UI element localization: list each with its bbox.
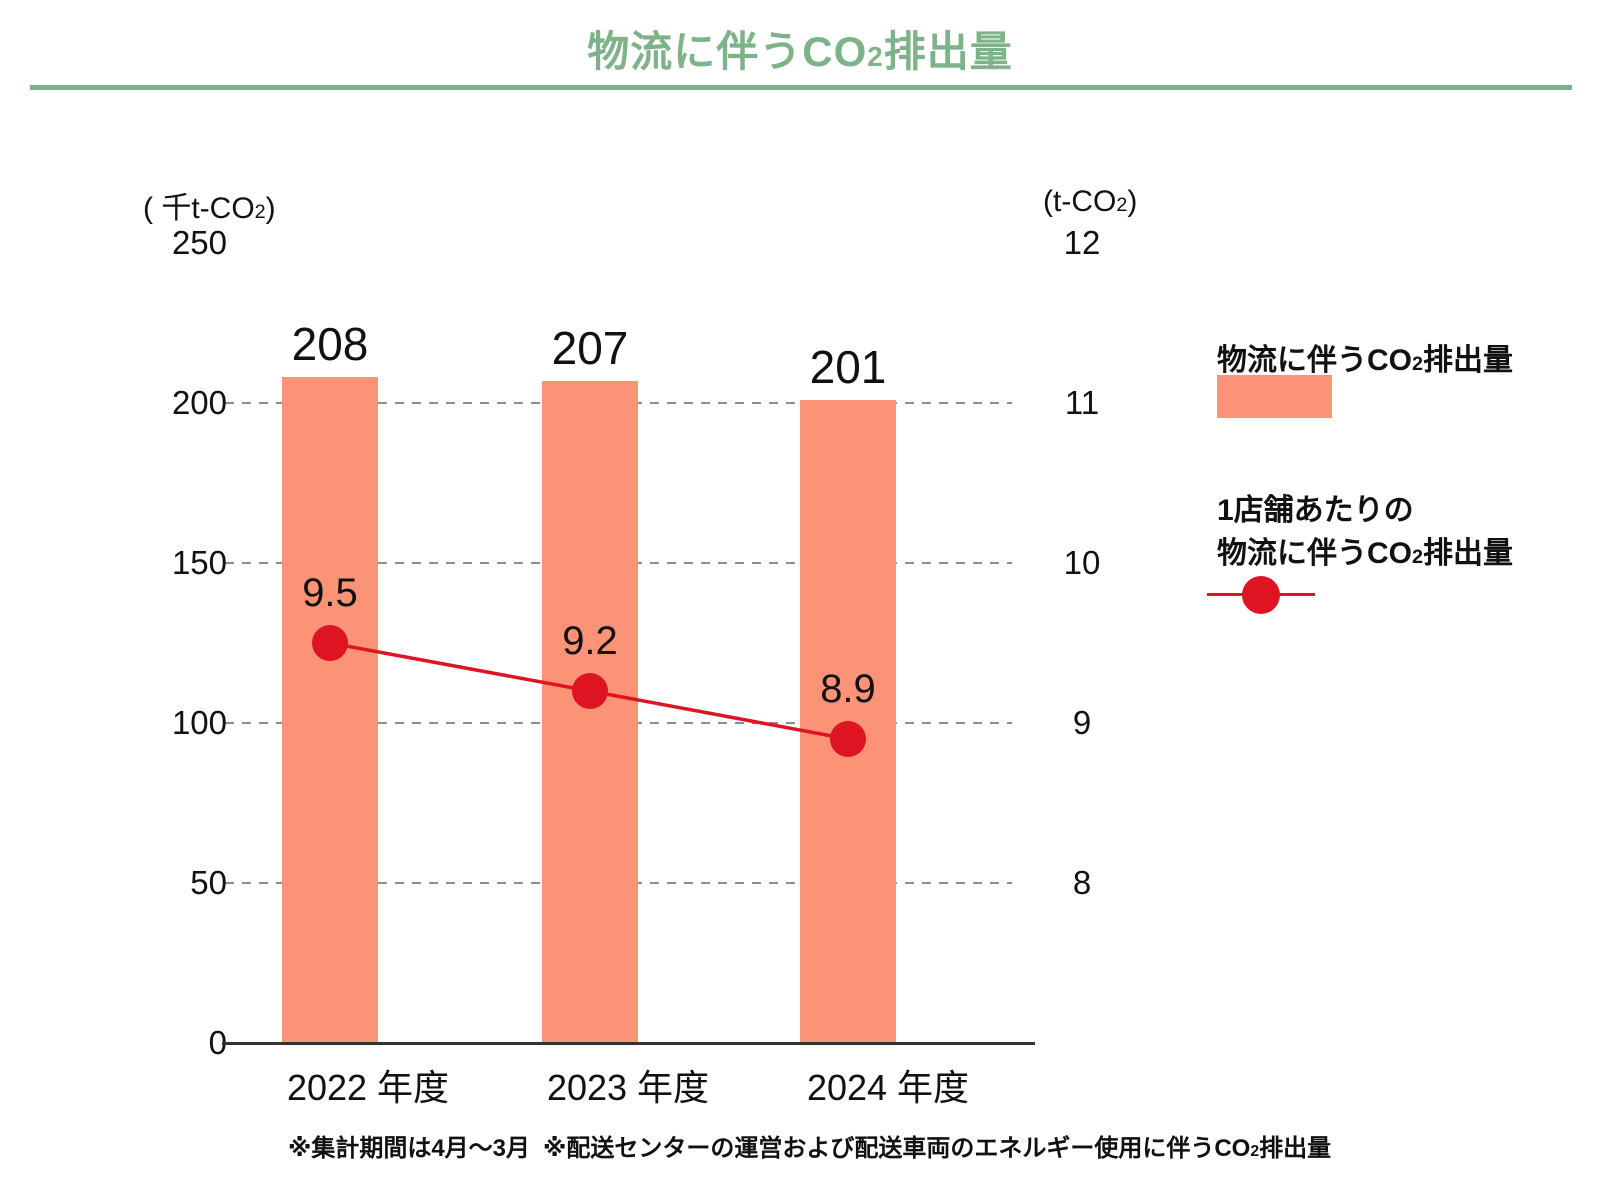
line-point-2024 年度: [830, 721, 866, 757]
line-point-2023 年度: [572, 673, 608, 709]
chart-title: 物流に伴うCO2排出量: [0, 18, 1600, 79]
line-value-2022 年度: 9.5: [302, 571, 358, 615]
right-unit-text-2: ): [1127, 185, 1138, 218]
right-axis-tick-11: 11: [1064, 384, 1100, 421]
left-unit-subscript: 2: [254, 201, 266, 223]
legend-bar-text: 物流に伴うCO: [1217, 344, 1412, 377]
footnote-scope: ※配送センターの運営および配送車両のエネルギー使用に伴うCO2排出量: [543, 1135, 1331, 1166]
legend-line-text-2: 排出量: [1423, 537, 1514, 570]
legend-bar-label: 物流に伴うCO2排出量: [1217, 335, 1513, 379]
left-axis-tick-50: 50: [190, 864, 227, 901]
chart-title-text: 物流に伴うCO: [587, 28, 868, 75]
legend-bar-subscript: 2: [1412, 353, 1424, 375]
bar-2023 年度: [542, 380, 638, 1043]
bar-value-2022 年度: 208: [291, 318, 369, 371]
line-value-2024 年度: 8.9: [820, 667, 876, 711]
line-point-2022 年度: [312, 625, 348, 661]
line-value-2023 年度: 9.2: [562, 619, 618, 663]
right-axis-tick-9: 9: [1072, 704, 1092, 741]
right-axis-tick-10: 10: [1063, 544, 1101, 581]
legend-line-label-row2: 物流に伴うCO2排出量: [1217, 532, 1513, 579]
legend-bar-swatch: [1217, 375, 1332, 418]
legend-line-label-row1: 1店舗あたりの: [1217, 494, 1414, 527]
x-axis-label-2024 年度: 2024 年度: [806, 1067, 970, 1108]
left-axis-tick-100: 100: [171, 704, 227, 741]
x-axis-label-2023 年度: 2023 年度: [546, 1067, 710, 1108]
right-axis-tick-8: 8: [1072, 864, 1092, 901]
x-axis-label-2022 年度: 2022 年度: [286, 1067, 450, 1108]
left-axis-tick-150: 150: [171, 544, 227, 581]
chart-title-subscript: 2: [867, 41, 884, 72]
right-axis-unit-label: (t-CO2): [1043, 185, 1137, 219]
bar-value-2023 年度: 207: [551, 321, 629, 374]
right-unit-text: (t-CO: [1043, 185, 1117, 218]
bar-2022 年度: [282, 377, 378, 1043]
bar-value-2024 年度: 201: [809, 340, 887, 393]
legend-line-subscript: 2: [1412, 546, 1424, 568]
title-divider: [30, 85, 1572, 90]
legend-line-marker-dot: [1242, 576, 1280, 614]
left-axis-unit-label: ( 千t-CO2): [143, 183, 276, 227]
legend-bar-text-2: 排出量: [1423, 344, 1514, 377]
left-axis-tick-200: 200: [171, 384, 227, 421]
chart-title-text-2: 排出量: [883, 28, 1013, 75]
left-axis-tick-250: 250: [171, 224, 227, 261]
left-axis-tick-0: 0: [208, 1024, 227, 1061]
footnote-period: ※集計期間は4月～3月: [288, 1135, 531, 1162]
left-unit-text: ( 千t-CO: [143, 192, 255, 225]
legend-line-label: 1店舗あたりの 物流に伴うCO2排出量: [1217, 489, 1513, 579]
footnote-scope-subscript: 2: [1250, 1143, 1260, 1160]
legend-line-text: 物流に伴うCO: [1217, 537, 1412, 570]
footnote-scope-text: ※配送センターの運営および配送車両のエネルギー使用に伴うCO: [543, 1135, 1251, 1162]
x-axis-line: [222, 1042, 1035, 1045]
right-axis-tick-12: 12: [1063, 224, 1101, 261]
left-unit-text-2: ): [265, 192, 276, 225]
footnote-scope-text-2: 排出量: [1259, 1135, 1332, 1162]
right-unit-subscript: 2: [1116, 194, 1128, 216]
